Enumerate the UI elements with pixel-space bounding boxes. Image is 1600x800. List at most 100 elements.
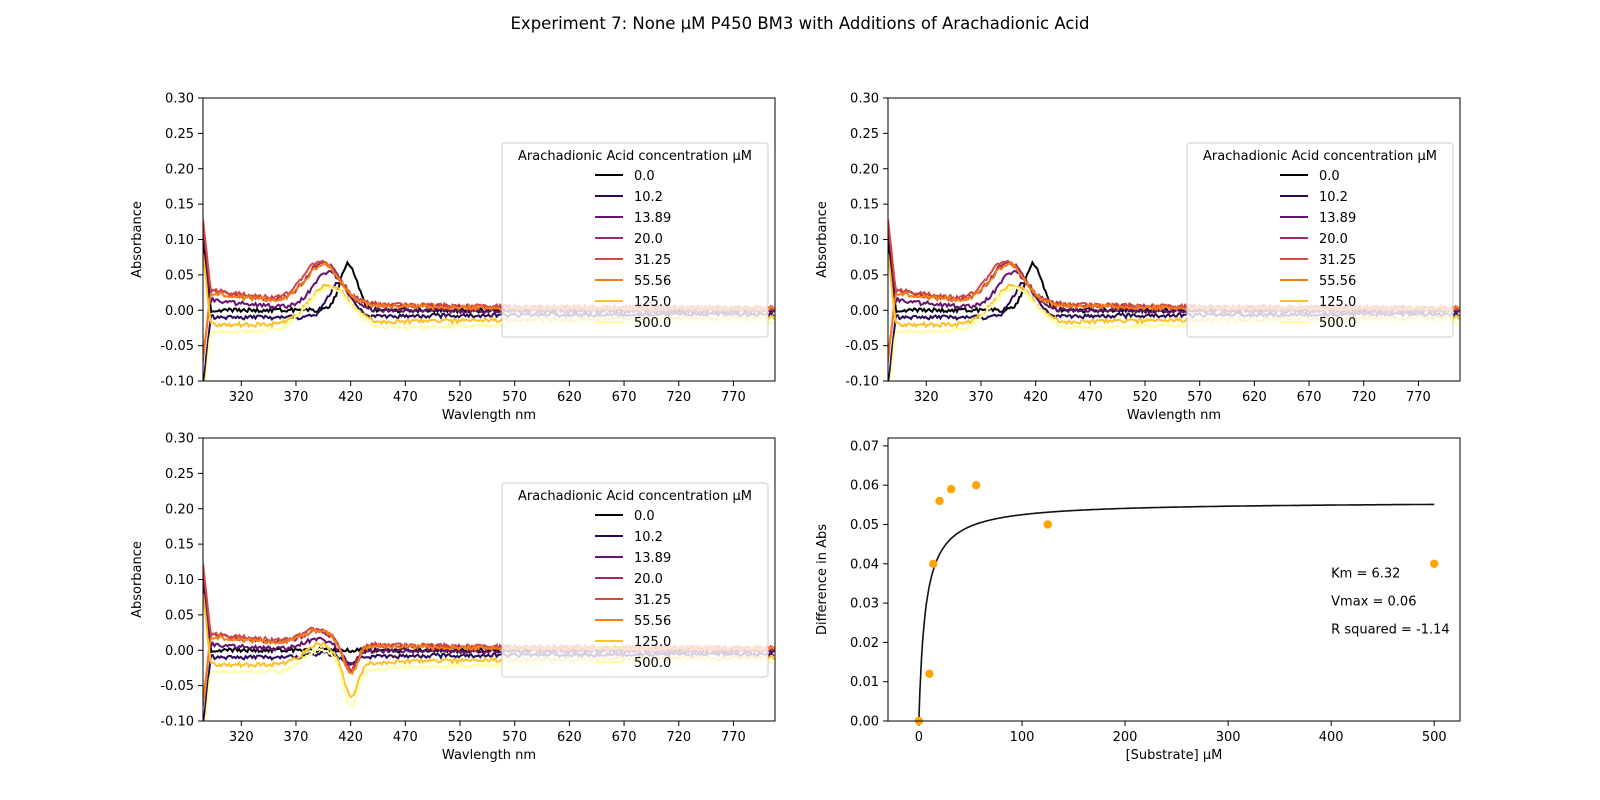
plot-frame xyxy=(887,97,1461,382)
legend-box xyxy=(501,482,769,678)
y-tick-label: 0.05 xyxy=(850,518,879,533)
y-tick-label: 0.05 xyxy=(165,268,194,283)
y-tick-label: 0.00 xyxy=(850,715,879,730)
y-axis-label: Absorbance xyxy=(815,201,830,278)
plot-frame xyxy=(202,437,776,722)
data-point xyxy=(971,480,981,490)
legend-label: 500.0 xyxy=(634,316,671,331)
legend-label: 125.0 xyxy=(634,635,671,650)
plot-frame xyxy=(202,97,776,382)
legend-label: 125.0 xyxy=(634,295,671,310)
legend-label: 0.0 xyxy=(1319,169,1340,184)
x-tick-label: 420 xyxy=(338,390,363,405)
y-tick-label: 0.10 xyxy=(165,573,194,588)
x-tick-label: 770 xyxy=(721,730,746,745)
data-point xyxy=(935,496,944,506)
x-tick-label: 200 xyxy=(1113,730,1138,745)
legend-label: 13.89 xyxy=(634,551,671,566)
y-axis-label: Absorbance xyxy=(130,541,145,618)
x-tick-label: 670 xyxy=(612,730,637,745)
legend: Arachadionic Acid concentration µM 0.0 10.… xyxy=(501,142,769,338)
x-tick-label: 520 xyxy=(1133,390,1158,405)
legend-label: 55.56 xyxy=(634,274,671,289)
y-tick-label: 0.03 xyxy=(850,597,879,612)
data-point xyxy=(1043,520,1052,529)
y-tick-label: 0.15 xyxy=(850,198,879,213)
legend-label: 125.0 xyxy=(1319,295,1356,310)
y-tick-label: 0.02 xyxy=(850,636,879,651)
y-tick-label: 0.30 xyxy=(850,92,879,107)
legend-label: 500.0 xyxy=(634,656,671,671)
x-tick-label: 400 xyxy=(1319,730,1344,745)
y-tick-label: 0.25 xyxy=(165,467,194,482)
y-tick-label: 0.30 xyxy=(165,432,194,447)
legend: Arachadionic Acid concentration µM 0.0 10.… xyxy=(1186,142,1454,338)
panel-2: 320 370 420 470 520 570 620 670 720 770 -0.10 -0.05… xyxy=(130,432,776,763)
x-tick-label: 300 xyxy=(1216,730,1241,745)
x-tick-label: 770 xyxy=(1406,390,1431,405)
y-tick-label: 0.25 xyxy=(165,127,194,142)
figure-title: Experiment 7: None μM P450 BM3 with Addi… xyxy=(510,14,1090,33)
x-tick-label: 500 xyxy=(1422,730,1447,745)
legend: Arachadionic Acid concentration µM 0.0 10.… xyxy=(501,482,769,678)
y-tick-label: 0.25 xyxy=(850,127,879,142)
legend-label: 20.0 xyxy=(634,572,663,587)
y-tick-label: 0.00 xyxy=(165,304,194,319)
legend-label: 0.0 xyxy=(634,169,655,184)
y-tick-label: 0.20 xyxy=(165,162,194,177)
y-tick-label: 0.20 xyxy=(165,502,194,517)
x-tick-label: 470 xyxy=(393,390,418,405)
x-tick-label: 370 xyxy=(969,390,994,405)
y-tick-label: 0.05 xyxy=(850,268,879,283)
x-tick-label: 100 xyxy=(1010,730,1035,745)
x-tick-label: 320 xyxy=(229,390,254,405)
y-tick-label: -0.05 xyxy=(845,339,879,354)
y-axis-label: Absorbance xyxy=(130,201,145,278)
x-tick-label: 620 xyxy=(1242,390,1267,405)
y-tick-label: 0.20 xyxy=(850,162,879,177)
y-tick-label: 0.05 xyxy=(165,608,194,623)
legend-label: 20.0 xyxy=(1319,232,1348,247)
x-tick-label: 320 xyxy=(914,390,939,405)
x-axis-label: Wavlength nm xyxy=(442,748,536,763)
x-tick-label: 420 xyxy=(338,730,363,745)
fit-curve xyxy=(918,503,1435,722)
x-tick-label: 720 xyxy=(666,390,691,405)
legend-label: 31.25 xyxy=(634,593,671,608)
x-tick-label: 670 xyxy=(612,390,637,405)
x-tick-label: 420 xyxy=(1023,390,1048,405)
x-axis-label: Wavlength nm xyxy=(1127,408,1221,423)
legend-title: Arachadionic Acid concentration µM xyxy=(518,149,752,164)
y-tick-label: 0.04 xyxy=(850,557,879,572)
y-tick-label: 0.15 xyxy=(165,538,194,553)
legend-title: Arachadionic Acid concentration µM xyxy=(1203,149,1437,164)
y-tick-label: 0.00 xyxy=(850,304,879,319)
legend-label: 13.89 xyxy=(634,211,671,226)
x-tick-label: 570 xyxy=(502,730,527,745)
y-tick-label: -0.05 xyxy=(160,679,194,694)
legend-label: 0.0 xyxy=(634,509,655,524)
data-point xyxy=(1430,559,1439,568)
legend-label: 10.2 xyxy=(1319,190,1348,205)
data-point xyxy=(946,484,956,494)
y-tick-label: 0.10 xyxy=(165,233,194,248)
legend-title: Arachadionic Acid concentration µM xyxy=(518,489,752,504)
legend-box xyxy=(501,142,769,338)
legend-label: 55.56 xyxy=(1319,274,1356,289)
legend-label: 20.0 xyxy=(634,232,663,247)
plot-frame xyxy=(887,437,1461,722)
x-tick-label: 520 xyxy=(448,390,473,405)
panel-3: 0 100 200 300 400 500 0.00 0.01 0.02 0.03 0.04 0.05… xyxy=(815,437,1461,763)
panel-1: 320 370 420 470 520 570 620 670 720 770 -0.10 -0.05… xyxy=(815,92,1461,423)
y-tick-label: -0.10 xyxy=(160,375,194,390)
y-tick-label: 0.15 xyxy=(165,198,194,213)
y-tick-label: 0.00 xyxy=(165,644,194,659)
legend-label: 10.2 xyxy=(634,190,663,205)
x-tick-label: 520 xyxy=(448,730,473,745)
y-tick-label: -0.10 xyxy=(160,715,194,730)
x-axis-label: Wavlength nm xyxy=(442,408,536,423)
annotation: Km = 6.32 xyxy=(1331,567,1400,582)
y-tick-label: 0.30 xyxy=(165,92,194,107)
x-tick-label: 620 xyxy=(557,390,582,405)
